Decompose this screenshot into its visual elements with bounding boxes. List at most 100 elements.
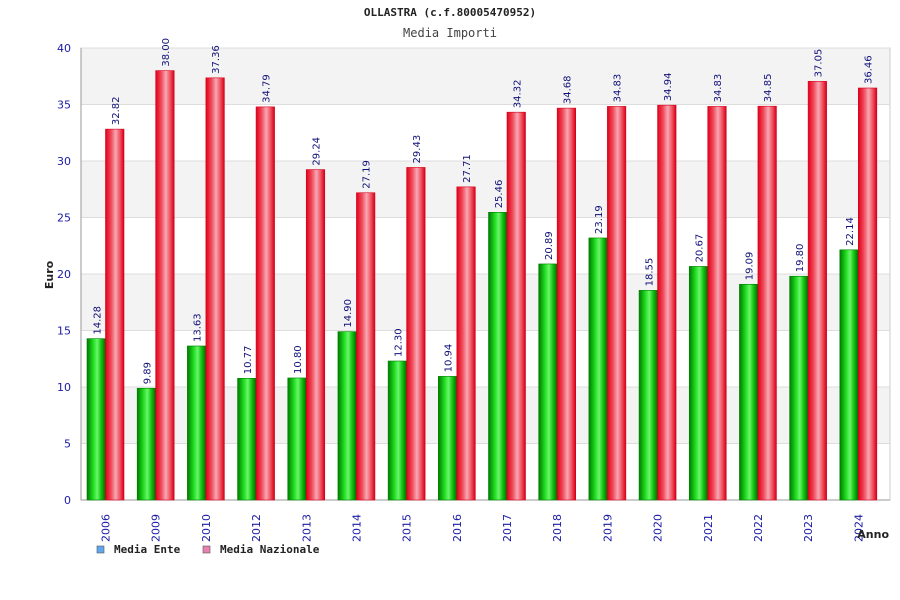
bar-media-nazionale-2013	[305, 169, 326, 501]
bar-media-nazionale-2021	[707, 106, 727, 501]
data-label-media-ente-2020: 18.55	[644, 258, 655, 287]
bar-media-ente-2024	[839, 249, 859, 501]
bar-media-nazionale-2016	[456, 186, 476, 501]
bar-media-ente-2015	[387, 360, 407, 501]
legend-label-media-ente: Media Ente	[114, 543, 181, 556]
bar-media-nazionale-2012	[255, 106, 275, 501]
bar-media-ente-2020	[638, 290, 658, 501]
data-label-media-nazionale-2014: 27.19	[362, 160, 373, 189]
chart-title: OLLASTRA (c.f.80005470952)	[364, 6, 536, 19]
legend-swatch-media-ente	[96, 545, 105, 554]
bar-media-ente-2012	[237, 377, 257, 501]
data-label-media-ente-2006: 14.28	[92, 306, 103, 335]
bar-labels: 14.28 32.82 9.89 38.00 13.63 37.36 10.77 34.79 1…	[92, 38, 874, 384]
data-label-media-ente-2021: 20.67	[695, 234, 706, 263]
bar-media-ente-2006	[86, 338, 106, 501]
y-tick-label: 35	[57, 99, 71, 112]
y-axis: 0 5 10 15 20 25 30 35 40	[57, 42, 82, 507]
x-tick-label-2019: 2019	[601, 514, 614, 542]
chart-subtitle: Media Importi	[403, 26, 497, 40]
y-tick-label: 5	[64, 438, 71, 451]
x-tick-label-2018: 2018	[551, 514, 564, 542]
data-label-media-nazionale-2016: 27.71	[462, 154, 473, 183]
data-label-media-nazionale-2020: 34.94	[663, 73, 674, 102]
bar-media-nazionale-2024	[858, 87, 878, 501]
bar-media-nazionale-2014	[356, 192, 376, 501]
y-tick-label: 10	[57, 381, 71, 394]
bar-media-nazionale-2020	[657, 104, 677, 501]
y-tick-label: 15	[57, 325, 71, 338]
data-label-media-nazionale-2010: 37.36	[211, 45, 222, 74]
data-label-media-nazionale-2017: 34.32	[512, 80, 523, 109]
bar-media-ente-2018	[538, 263, 558, 501]
data-label-media-ente-2016: 10.94	[444, 344, 455, 373]
bar-media-nazionale-2017	[506, 111, 526, 501]
x-tick-label-2014: 2014	[350, 514, 363, 542]
bar-media-ente-2017	[488, 212, 508, 501]
data-label-media-nazionale-2019: 34.83	[613, 74, 624, 103]
data-label-media-nazionale-2012: 34.79	[261, 74, 272, 103]
x-tick-label-2021: 2021	[702, 514, 715, 542]
bar-media-nazionale-2006	[105, 128, 125, 501]
legend-label-media-nazionale: Media Nazionale	[220, 543, 320, 556]
x-tick-label-2017: 2017	[501, 514, 514, 542]
y-tick-label: 30	[57, 155, 71, 168]
data-label-media-ente-2014: 14.90	[343, 299, 354, 328]
bar-media-nazionale-2023	[807, 81, 827, 501]
data-label-media-nazionale-2018: 34.68	[562, 75, 573, 104]
bar-media-ente-2021	[688, 266, 709, 501]
data-label-media-nazionale-2015: 29.43	[412, 135, 423, 164]
x-tick-label-2006: 2006	[100, 514, 113, 542]
x-tick-label-2024: 2024	[852, 514, 865, 542]
x-tick-label-2009: 2009	[150, 514, 163, 542]
bar-media-ente-2022	[739, 283, 759, 501]
data-label-media-ente-2013: 10.80	[293, 345, 304, 374]
bar-media-nazionale-2015	[406, 167, 426, 501]
data-label-media-ente-2015: 12.30	[393, 328, 404, 357]
bar-media-ente-2014	[337, 331, 357, 501]
bars	[86, 70, 878, 501]
bar-media-nazionale-2018	[556, 107, 576, 501]
bar-media-ente-2019	[588, 237, 608, 501]
data-label-media-ente-2009: 9.89	[142, 362, 153, 384]
x-tick-label-2013: 2013	[300, 514, 313, 542]
y-tick-label: 20	[57, 268, 71, 281]
bar-media-ente-2023	[789, 275, 809, 501]
x-axis-label: Anno	[857, 528, 889, 541]
data-label-media-ente-2018: 20.89	[544, 231, 555, 260]
x-axis: 2006 2009 2010 2012 2013 2014 2015 2016 2017 2018…	[81, 499, 890, 542]
x-tick-label-2020: 2020	[652, 514, 665, 542]
x-tick-label-2015: 2015	[401, 514, 414, 542]
legend-swatch-media-nazionale	[202, 545, 211, 554]
data-label-media-ente-2019: 23.19	[594, 205, 605, 234]
data-label-media-ente-2022: 19.09	[745, 252, 756, 281]
data-label-media-nazionale-2013: 29.24	[312, 137, 323, 166]
y-tick-label: 40	[57, 42, 71, 55]
data-label-media-ente-2023: 19.80	[795, 244, 806, 273]
x-tick-label-2010: 2010	[200, 514, 213, 542]
bar-media-nazionale-2010	[205, 77, 225, 501]
data-label-media-ente-2017: 25.46	[494, 180, 505, 209]
data-label-media-nazionale-2021: 34.83	[713, 74, 724, 103]
data-label-media-nazionale-2022: 34.85	[763, 74, 774, 103]
bar-media-nazionale-2009	[155, 70, 175, 501]
data-label-media-nazionale-2006: 32.82	[111, 96, 122, 125]
x-tick-label-2022: 2022	[752, 514, 765, 542]
data-label-media-ente-2012: 10.77	[243, 346, 254, 375]
x-tick-label-2023: 2023	[802, 514, 815, 542]
data-label-media-nazionale-2009: 38.00	[161, 38, 172, 67]
bar-media-ente-2013	[287, 377, 307, 501]
y-tick-label: 0	[64, 494, 71, 507]
bar-media-nazionale-2019	[607, 106, 627, 501]
bar-media-ente-2010	[187, 345, 207, 501]
legend: Media Ente Media Nazionale	[96, 543, 320, 556]
bar-media-ente-2009	[136, 387, 156, 501]
y-axis-label: Euro	[43, 260, 56, 289]
y-tick-label: 25	[57, 212, 71, 225]
data-label-media-ente-2024: 22.14	[845, 217, 856, 246]
bar-media-ente-2016	[438, 376, 458, 501]
bar-media-nazionale-2022	[757, 105, 777, 501]
data-label-media-nazionale-2023: 37.05	[813, 49, 824, 78]
data-label-media-nazionale-2024: 36.46	[864, 55, 875, 84]
